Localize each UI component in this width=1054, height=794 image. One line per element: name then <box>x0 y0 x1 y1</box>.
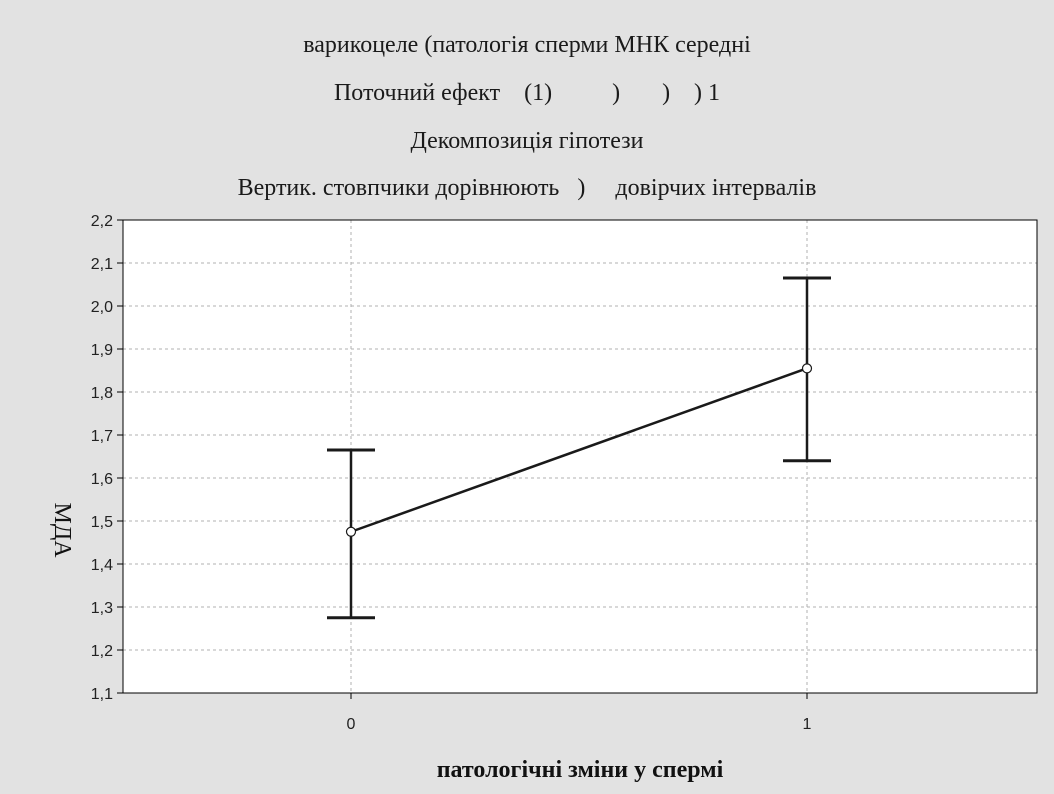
y-tick-label: 1,3 <box>91 600 113 617</box>
y-tick-label: 1,6 <box>91 471 113 488</box>
y-tick-label: 1,4 <box>91 557 113 574</box>
x-tick-label: 1 <box>803 716 812 733</box>
chart-title-line-4: Вертик. стовпчики дорівнюють ) довірчих … <box>237 175 817 201</box>
y-tick-label: 1,7 <box>91 428 113 445</box>
y-tick-label: 2,0 <box>91 299 113 316</box>
plot-area <box>123 220 1037 693</box>
data-point <box>345 526 357 537</box>
chart-title-line-1: варикоцеле (патологія сперми МНК середні <box>303 32 751 58</box>
y-tick-label: 2,1 <box>91 256 113 273</box>
plot-frame <box>122 219 1038 694</box>
chart-title-line-2: Поточний ефект (1) ) ) ) 1 <box>333 80 721 106</box>
chart-title-line-3: Декомпозиція гіпотези <box>410 128 644 154</box>
y-tick-label: 1,2 <box>91 643 113 660</box>
axis-layer: 1,1 1,2 1,3 1,4 1,5 1,6 1,7 1,8 1,9 2,0 2,1 2,2 0 1 <box>91 213 1038 733</box>
data-point <box>801 363 813 374</box>
series-layer <box>327 276 831 620</box>
y-tick-label: 1,1 <box>91 686 113 703</box>
x-tick-label: 0 <box>347 716 356 733</box>
y-tick-label: 1,9 <box>91 342 113 359</box>
y-tick-label: 1,8 <box>91 385 113 402</box>
x-axis-label: патологічні зміни у спермі <box>437 757 724 783</box>
y-axis-label: МДА <box>49 502 75 558</box>
y-tick-label: 1,5 <box>91 514 113 531</box>
y-tick-label: 2,2 <box>91 213 113 230</box>
series-line <box>350 367 808 533</box>
